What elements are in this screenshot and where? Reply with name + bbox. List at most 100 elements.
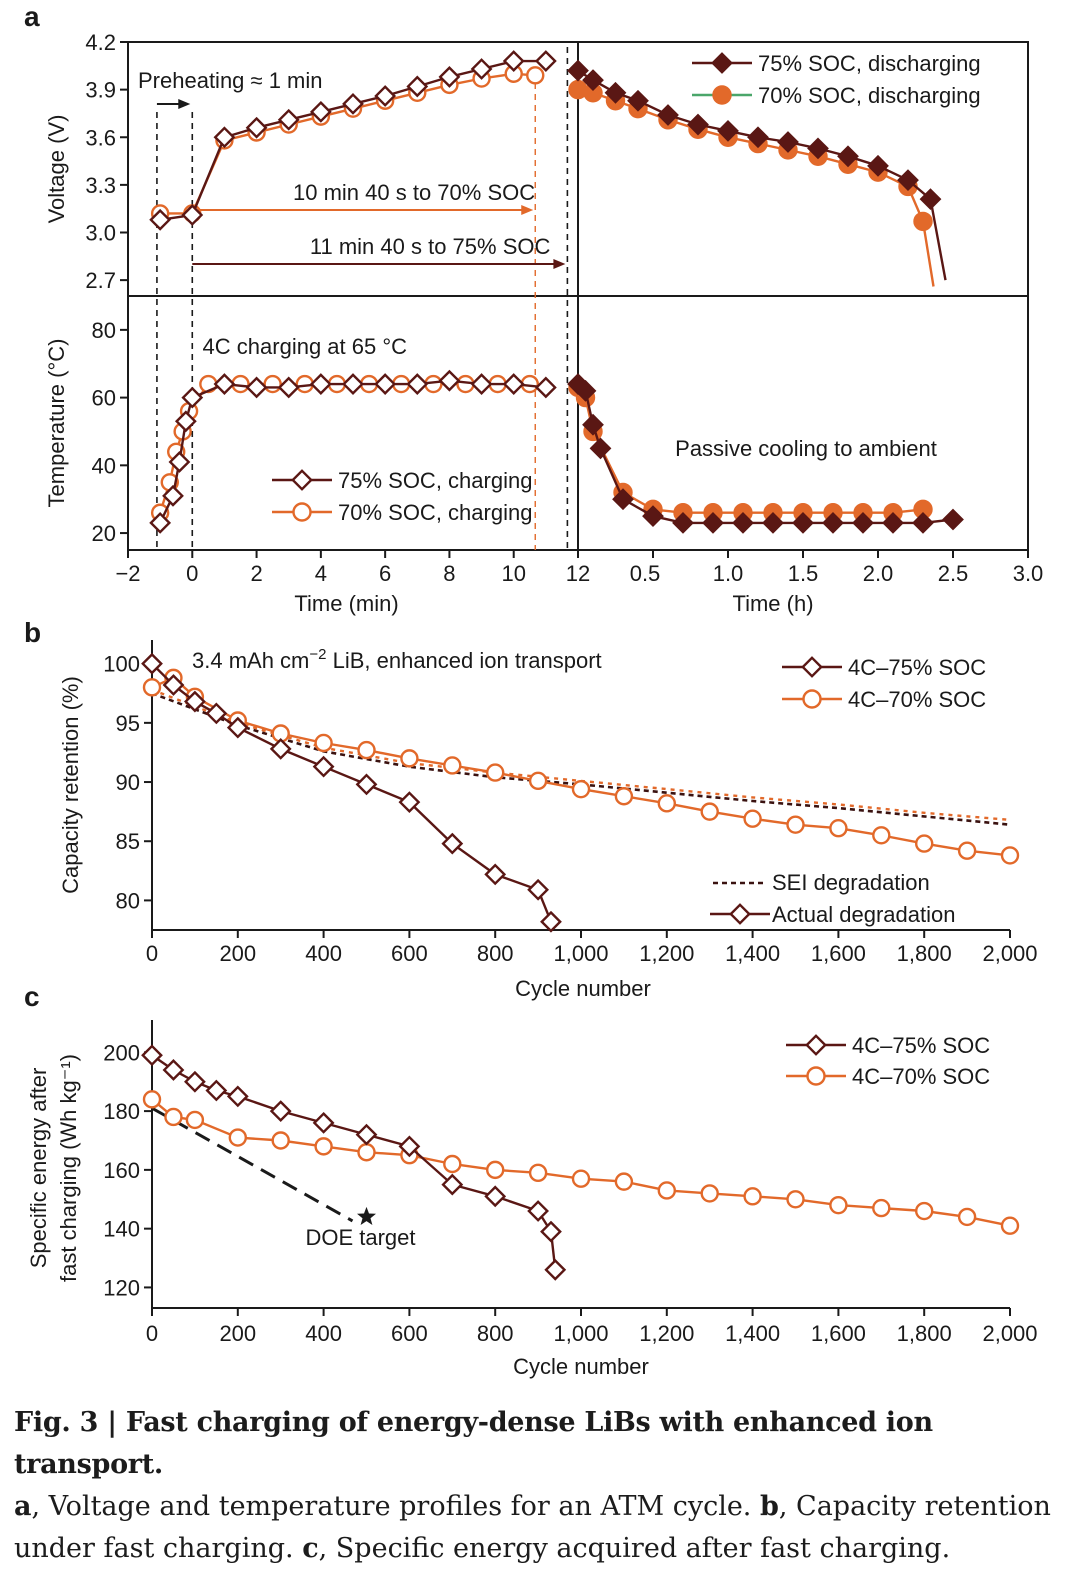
x-tick-label: −2 <box>115 561 140 586</box>
x-axis-label: Cycle number <box>513 1354 649 1379</box>
y-tick-label: 80 <box>92 318 116 343</box>
doe-target-line <box>151 1106 354 1223</box>
x-tick-label: 800 <box>477 941 514 966</box>
data-point <box>245 376 268 399</box>
y-tick-label: 140 <box>103 1217 140 1242</box>
series-line-75-soc-discharging <box>577 383 954 525</box>
data-point <box>807 137 829 160</box>
data-point <box>406 75 429 98</box>
data-point <box>852 512 874 534</box>
data-point <box>657 794 676 813</box>
data-point <box>913 211 933 232</box>
data-point <box>185 1110 205 1130</box>
data-point <box>162 674 185 696</box>
data-point <box>374 373 397 395</box>
legend-marker <box>801 656 823 678</box>
data-point <box>527 878 549 901</box>
data-point <box>443 756 462 775</box>
data-point <box>567 59 589 82</box>
data-point <box>205 1079 228 1102</box>
data-point <box>486 763 505 782</box>
data-point <box>534 50 557 72</box>
y-tick-label: 3.9 <box>85 78 116 103</box>
x-tick-label: 1,000 <box>553 941 608 966</box>
data-point <box>400 749 419 768</box>
annotation-75: 11 min 40 s to 75% SOC <box>310 234 551 259</box>
x-tick-label: 1,800 <box>897 1321 952 1346</box>
data-point <box>226 716 249 739</box>
x-axis-label: Cycle number <box>515 976 651 1001</box>
y-tick-label: 2.7 <box>85 268 116 293</box>
x-tick-label: 200 <box>219 941 256 966</box>
data-point <box>438 66 461 88</box>
data-point <box>786 815 805 834</box>
panel-label-b: b <box>24 617 41 648</box>
data-point <box>642 505 664 528</box>
caption-b-label: b <box>759 1491 779 1522</box>
legend-label: 70% SOC, discharging <box>758 83 981 108</box>
y-tick-label: 90 <box>116 770 140 795</box>
data-point <box>355 773 378 796</box>
data-point <box>441 832 464 855</box>
y-axis-label-voltage: Voltage (V) <box>44 115 69 224</box>
data-point <box>314 733 333 753</box>
legend-marker <box>802 689 822 709</box>
figure-caption: Fig. 3 | Fast charging of energy-dense L… <box>14 1402 1074 1570</box>
legend-label: 70% SOC, charging <box>338 500 532 525</box>
legend-marker <box>711 52 733 74</box>
data-point <box>829 1195 848 1215</box>
preheat-arrow-head <box>178 99 191 109</box>
data-point <box>897 169 919 192</box>
y-axis-label-line1: Specific energy after <box>26 1068 51 1269</box>
data-point <box>540 1220 562 1243</box>
data-point <box>470 373 493 395</box>
data-point <box>700 1184 719 1203</box>
data-point <box>837 145 859 168</box>
y-tick-label: 85 <box>116 829 140 854</box>
legend-label: 4C–75% SOC <box>852 1033 990 1058</box>
x-tick-label: 3.0 <box>1013 561 1044 586</box>
data-point <box>443 1154 462 1174</box>
y-tick-label: 200 <box>103 1040 140 1065</box>
legend-marker <box>806 1066 826 1086</box>
data-point <box>743 1187 762 1206</box>
data-point <box>398 791 421 814</box>
data-point <box>915 834 934 853</box>
y-tick-label: 100 <box>103 652 140 677</box>
annotation-cooling: Passive cooling to ambient <box>675 436 937 461</box>
data-point <box>957 1207 977 1227</box>
data-point <box>743 809 762 828</box>
arrow-70-head <box>521 205 534 215</box>
data-point <box>142 1090 162 1109</box>
x-tick-label: 0.5 <box>630 561 661 586</box>
y-tick-label: 20 <box>92 521 116 546</box>
x-tick-label: 400 <box>305 1321 342 1346</box>
data-point <box>792 512 814 534</box>
data-point <box>406 373 429 395</box>
data-point <box>164 1107 183 1127</box>
y-tick-label: 180 <box>103 1099 140 1124</box>
data-point <box>168 451 191 473</box>
data-point <box>309 100 332 123</box>
annotation-preheating: Preheating ≈ 1 min <box>138 68 323 93</box>
data-point <box>571 779 591 799</box>
data-point <box>342 373 364 395</box>
data-point <box>672 512 694 534</box>
legend-marker <box>292 502 312 522</box>
series-line-4c-70-soc <box>151 676 1011 857</box>
x-tick-label: 200 <box>219 1321 256 1346</box>
y-tick-label: 3.0 <box>85 221 116 246</box>
x-tick-label: 1.5 <box>788 561 819 586</box>
data-point <box>657 1181 676 1200</box>
x-tick-label: 1,200 <box>639 1321 694 1346</box>
legend-marker <box>805 1034 827 1056</box>
data-point <box>919 188 942 211</box>
data-point <box>614 787 634 806</box>
y-tick-label: 3.3 <box>85 173 116 198</box>
data-point <box>528 1163 548 1183</box>
data-point <box>612 488 634 511</box>
data-point <box>912 512 934 534</box>
legend-label: 4C–75% SOC <box>848 655 986 680</box>
x-tick-label: 0 <box>146 1321 158 1346</box>
data-point <box>309 373 332 395</box>
